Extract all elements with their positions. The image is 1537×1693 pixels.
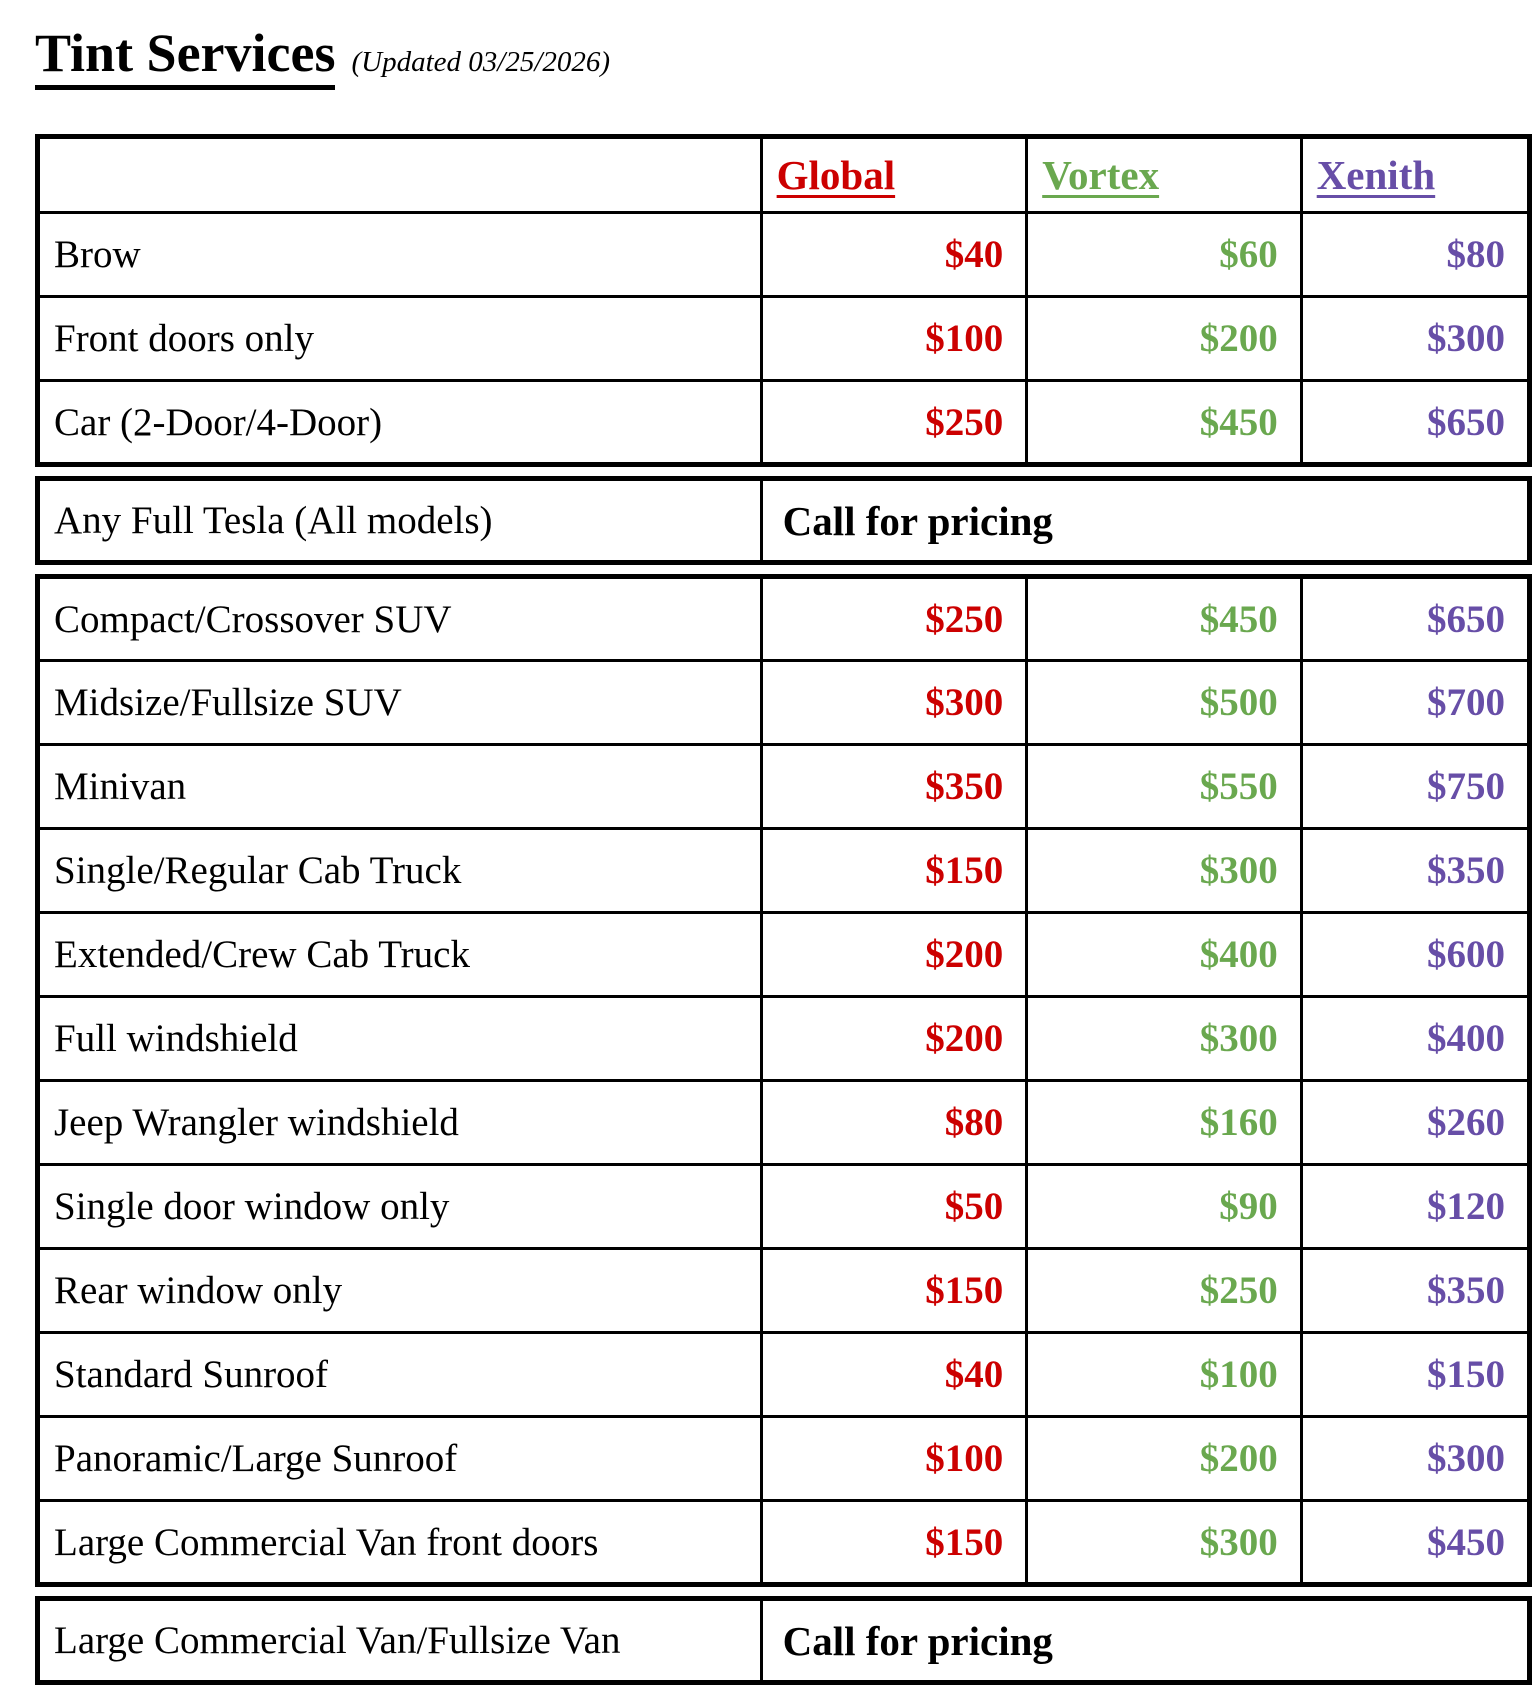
table-row: Car (2-Door/4-Door) $250 $450 $650 — [36, 379, 1532, 467]
table-row: Any Full Tesla (All models) Call for pri… — [36, 477, 1532, 565]
page-title: Tint Services — [35, 22, 336, 91]
price-xenith: $450 — [1299, 1499, 1532, 1587]
table-row: Single/Regular Cab Truck $150 $300 $350 — [36, 827, 1532, 915]
service-label: Front doors only — [36, 295, 763, 383]
updated-date-note: (Updated 03/25/2026) — [351, 46, 611, 78]
service-label: Car (2-Door/4-Door) — [36, 379, 763, 467]
table-row: Standard Sunroof $40 $100 $150 — [36, 1331, 1532, 1419]
price-xenith: $120 — [1299, 1163, 1532, 1251]
call-for-pricing-note: Call for pricing — [759, 1597, 1532, 1685]
price-global: $200 — [759, 911, 1029, 999]
table-row: Large Commercial Van/Fullsize Van Call f… — [36, 1597, 1532, 1685]
table-row: Compact/Crossover SUV $250 $450 $650 — [36, 575, 1532, 663]
title-row: Tint Services (Updated 03/25/2026) — [35, 22, 1504, 91]
price-vortex: $300 — [1025, 995, 1303, 1083]
price-global: $50 — [759, 1163, 1029, 1251]
price-global: $300 — [759, 659, 1029, 747]
price-vortex: $300 — [1025, 827, 1303, 915]
service-label: Any Full Tesla (All models) — [36, 477, 763, 565]
price-global: $150 — [759, 827, 1029, 915]
price-global: $250 — [759, 575, 1029, 663]
service-label: Large Commercial Van/Fullsize Van — [36, 1597, 763, 1685]
service-label: Single door window only — [36, 1163, 763, 1251]
header-vortex: Vortex — [1025, 135, 1303, 215]
header-xenith-label: Xenith — [1316, 152, 1436, 199]
call-for-pricing-note: Call for pricing — [759, 477, 1532, 565]
price-global: $80 — [759, 1079, 1029, 1167]
service-label: Standard Sunroof — [36, 1331, 763, 1419]
table-row: Front doors only $100 $200 $300 — [36, 295, 1532, 383]
price-vortex: $160 — [1025, 1079, 1303, 1167]
price-vortex: $300 — [1025, 1499, 1303, 1587]
table-row: Midsize/Fullsize SUV $300 $500 $700 — [36, 659, 1532, 747]
price-xenith: $650 — [1299, 379, 1532, 467]
price-xenith: $600 — [1299, 911, 1532, 999]
price-xenith: $260 — [1299, 1079, 1532, 1167]
price-vortex: $450 — [1025, 575, 1303, 663]
price-vortex: $500 — [1025, 659, 1303, 747]
table-row: Rear window only $150 $250 $350 — [36, 1247, 1532, 1335]
price-xenith: $150 — [1299, 1331, 1532, 1419]
service-label: Minivan — [36, 743, 763, 831]
table-row: Jeep Wrangler windshield $80 $160 $260 — [36, 1079, 1532, 1167]
price-xenith: $650 — [1299, 575, 1532, 663]
price-global: $150 — [759, 1499, 1029, 1587]
price-global: $40 — [759, 1331, 1029, 1419]
price-vortex: $100 — [1025, 1331, 1303, 1419]
service-label: Single/Regular Cab Truck — [36, 827, 763, 915]
service-label: Compact/Crossover SUV — [36, 575, 763, 663]
price-xenith: $80 — [1299, 211, 1532, 299]
price-global: $200 — [759, 995, 1029, 1083]
header-row: Global Vortex Xenith — [36, 135, 1532, 215]
table-row: Minivan $350 $550 $750 — [36, 743, 1532, 831]
pricing-table-top: Global Vortex Xenith Brow $40 $60 $80 Fr… — [35, 134, 1532, 468]
table-row: Panoramic/Large Sunroof $100 $200 $300 — [36, 1415, 1532, 1503]
price-vortex: $200 — [1025, 1415, 1303, 1503]
price-global: $250 — [759, 379, 1029, 467]
table-row: Brow $40 $60 $80 — [36, 211, 1532, 299]
price-global: $100 — [759, 295, 1029, 383]
price-global: $350 — [759, 743, 1029, 831]
price-xenith: $400 — [1299, 995, 1532, 1083]
table-row: Large Commercial Van front doors $150 $3… — [36, 1499, 1532, 1587]
pricing-table-main: Compact/Crossover SUV $250 $450 $650 Mid… — [35, 574, 1532, 1588]
price-vortex: $550 — [1025, 743, 1303, 831]
header-global: Global — [759, 135, 1029, 215]
price-global: $100 — [759, 1415, 1029, 1503]
price-xenith: $750 — [1299, 743, 1532, 831]
service-label: Extended/Crew Cab Truck — [36, 911, 763, 999]
price-xenith: $350 — [1299, 1247, 1532, 1335]
price-xenith: $300 — [1299, 295, 1532, 383]
header-empty-cell — [36, 135, 763, 215]
service-label: Brow — [36, 211, 763, 299]
pricing-table-tesla: Any Full Tesla (All models) Call for pri… — [35, 476, 1532, 566]
price-xenith: $300 — [1299, 1415, 1532, 1503]
price-vortex: $450 — [1025, 379, 1303, 467]
price-vortex: $60 — [1025, 211, 1303, 299]
service-label: Large Commercial Van front doors — [36, 1499, 763, 1587]
header-vortex-label: Vortex — [1042, 152, 1160, 199]
price-vortex: $250 — [1025, 1247, 1303, 1335]
price-global: $40 — [759, 211, 1029, 299]
pricing-table-van: Large Commercial Van/Fullsize Van Call f… — [35, 1596, 1532, 1686]
price-xenith: $350 — [1299, 827, 1532, 915]
price-vortex: $200 — [1025, 295, 1303, 383]
service-label: Full windshield — [36, 995, 763, 1083]
price-vortex: $90 — [1025, 1163, 1303, 1251]
service-label: Rear window only — [36, 1247, 763, 1335]
header-xenith: Xenith — [1299, 135, 1532, 215]
table-row: Single door window only $50 $90 $120 — [36, 1163, 1532, 1251]
price-global: $150 — [759, 1247, 1029, 1335]
service-label: Midsize/Fullsize SUV — [36, 659, 763, 747]
table-row: Extended/Crew Cab Truck $200 $400 $600 — [36, 911, 1532, 999]
price-vortex: $400 — [1025, 911, 1303, 999]
service-label: Panoramic/Large Sunroof — [36, 1415, 763, 1503]
header-global-label: Global — [776, 152, 896, 199]
table-row: Full windshield $200 $300 $400 — [36, 995, 1532, 1083]
service-label: Jeep Wrangler windshield — [36, 1079, 763, 1167]
price-xenith: $700 — [1299, 659, 1532, 747]
